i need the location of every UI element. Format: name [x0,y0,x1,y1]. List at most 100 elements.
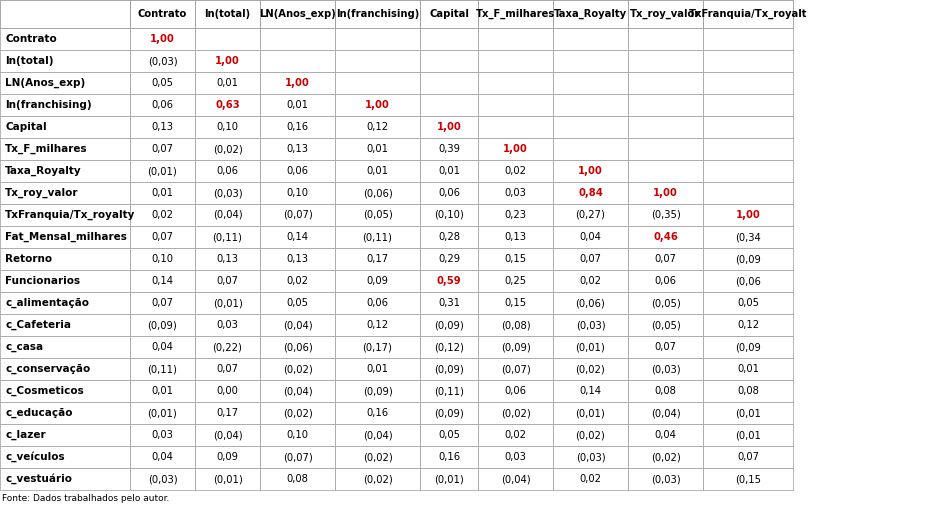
Text: (0,09): (0,09) [500,342,530,352]
Text: 0,08: 0,08 [736,386,758,396]
Text: 0,16: 0,16 [438,452,460,462]
Text: 0,28: 0,28 [438,232,460,242]
Text: 0,16: 0,16 [367,408,388,418]
Text: 0,04: 0,04 [151,342,173,352]
Text: 0,13: 0,13 [287,254,308,264]
Text: 0,02: 0,02 [579,276,601,286]
Text: (0,09): (0,09) [434,364,464,374]
Text: ln(total): ln(total) [205,9,250,19]
Text: 0,13: 0,13 [151,122,173,132]
Text: 0,07: 0,07 [654,342,676,352]
Text: (0,05): (0,05) [650,320,680,330]
Text: (0,02): (0,02) [283,364,312,374]
Text: 0,23: 0,23 [504,210,526,220]
Text: TxFranquia/Tx_royalt: TxFranquia/Tx_royalt [688,9,806,19]
Text: Tx_F_milhares: Tx_F_milhares [5,144,88,154]
Text: (0,02): (0,02) [212,144,242,154]
Text: 0,01: 0,01 [367,144,388,154]
Text: c_educação: c_educação [5,408,72,418]
Text: 0,16: 0,16 [287,122,308,132]
Text: 0,31: 0,31 [438,298,460,308]
Text: 0,13: 0,13 [287,144,308,154]
Text: 1,00: 1,00 [735,210,760,220]
Text: 1,00: 1,00 [150,34,174,44]
Text: (0,01): (0,01) [575,408,605,418]
Text: 0,08: 0,08 [287,474,308,484]
Text: (0,11): (0,11) [148,364,177,374]
Text: (0,11): (0,11) [433,386,464,396]
Text: (0,35): (0,35) [650,210,680,220]
Text: 0,06: 0,06 [151,100,173,110]
Text: (0,01: (0,01 [734,430,760,440]
Text: 0,07: 0,07 [216,364,238,374]
Text: (0,10): (0,10) [434,210,464,220]
Text: Tx_roy_valor: Tx_roy_valor [629,9,700,19]
Text: (0,11): (0,11) [212,232,242,242]
Text: (0,03): (0,03) [148,474,177,484]
Text: 0,04: 0,04 [579,232,601,242]
Text: c_alimentação: c_alimentação [5,298,89,308]
Text: (0,01): (0,01) [434,474,464,484]
Text: (0,15: (0,15 [734,474,761,484]
Text: (0,02): (0,02) [575,364,605,374]
Text: (0,07): (0,07) [283,452,312,462]
Text: 0,01: 0,01 [151,188,173,198]
Text: c_lazer: c_lazer [5,430,46,440]
Text: (0,08): (0,08) [500,320,529,330]
Text: ln(franchising): ln(franchising) [5,100,91,110]
Text: ln(franchising): ln(franchising) [335,9,419,19]
Text: Contrato: Contrato [138,9,187,19]
Text: (0,04): (0,04) [212,430,242,440]
Text: 1,00: 1,00 [578,166,603,176]
Text: LN(Anos_exp): LN(Anos_exp) [5,78,85,88]
Text: 0,06: 0,06 [654,276,676,286]
Text: 0,02: 0,02 [287,276,308,286]
Text: 0,05: 0,05 [736,298,758,308]
Text: (0,34: (0,34 [734,232,760,242]
Text: Capital: Capital [5,122,47,132]
Text: 0,59: 0,59 [436,276,461,286]
Text: (0,22): (0,22) [212,342,242,352]
Text: 0,03: 0,03 [151,430,173,440]
Text: TxFranquia/Tx_royalty: TxFranquia/Tx_royalty [5,210,135,220]
Text: 0,02: 0,02 [151,210,173,220]
Text: 0,12: 0,12 [367,122,388,132]
Text: Tx_F_milhares: Tx_F_milhares [475,9,555,19]
Text: 0,46: 0,46 [652,232,677,242]
Text: c_Cosmeticos: c_Cosmeticos [5,386,84,396]
Text: (0,01): (0,01) [148,166,177,176]
Text: (0,09): (0,09) [148,320,177,330]
Text: 0,07: 0,07 [151,298,173,308]
Text: Funcionarios: Funcionarios [5,276,80,286]
Text: Contrato: Contrato [5,34,57,44]
Text: 0,07: 0,07 [151,232,173,242]
Text: 0,01: 0,01 [736,364,758,374]
Text: (0,03): (0,03) [650,364,680,374]
Text: 0,07: 0,07 [151,144,173,154]
Text: 0,02: 0,02 [579,474,601,484]
Text: 0,03: 0,03 [504,188,526,198]
Text: Taxa_Royalty: Taxa_Royalty [5,166,82,176]
Text: c_casa: c_casa [5,342,43,352]
Text: (0,11): (0,11) [362,232,392,242]
Text: (0,06): (0,06) [283,342,312,352]
Text: (0,17): (0,17) [362,342,392,352]
Text: (0,04): (0,04) [283,386,312,396]
Text: 0,03: 0,03 [216,320,238,330]
Text: 0,06: 0,06 [438,188,460,198]
Text: 0,10: 0,10 [287,430,308,440]
Text: 0,01: 0,01 [287,100,308,110]
Text: 0,14: 0,14 [579,386,601,396]
Text: 1,00: 1,00 [503,144,527,154]
Text: 1,00: 1,00 [285,78,309,88]
Text: 0,01: 0,01 [151,386,173,396]
Text: (0,06: (0,06 [734,276,760,286]
Text: (0,09): (0,09) [434,320,464,330]
Text: c_Cafeteria: c_Cafeteria [5,320,71,330]
Text: 1,00: 1,00 [365,100,389,110]
Text: 0,02: 0,02 [504,166,526,176]
Text: 0,05: 0,05 [151,78,173,88]
Text: 0,05: 0,05 [438,430,460,440]
Text: 0,06: 0,06 [216,166,238,176]
Text: (0,03): (0,03) [212,188,242,198]
